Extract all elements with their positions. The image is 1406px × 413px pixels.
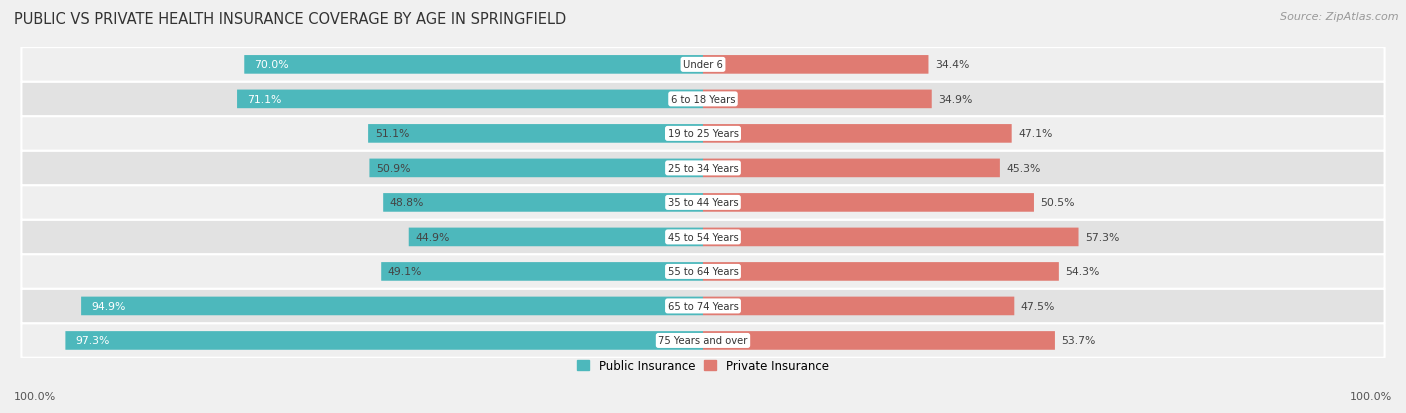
Text: 97.3%: 97.3%	[76, 336, 110, 346]
Legend: Public Insurance, Private Insurance: Public Insurance, Private Insurance	[572, 354, 834, 377]
Text: 51.1%: 51.1%	[375, 129, 409, 139]
Text: 65 to 74 Years: 65 to 74 Years	[668, 301, 738, 311]
Text: Source: ZipAtlas.com: Source: ZipAtlas.com	[1281, 12, 1399, 22]
FancyBboxPatch shape	[703, 331, 1054, 350]
Text: 53.7%: 53.7%	[1062, 336, 1095, 346]
FancyBboxPatch shape	[703, 159, 1000, 178]
Text: 25 to 34 Years: 25 to 34 Years	[668, 164, 738, 173]
Text: 48.8%: 48.8%	[389, 198, 425, 208]
FancyBboxPatch shape	[409, 228, 703, 247]
FancyBboxPatch shape	[21, 323, 1385, 358]
FancyBboxPatch shape	[368, 125, 703, 143]
Text: 49.1%: 49.1%	[388, 267, 422, 277]
FancyBboxPatch shape	[703, 263, 1059, 281]
FancyBboxPatch shape	[703, 125, 1012, 143]
Text: 75 Years and over: 75 Years and over	[658, 336, 748, 346]
FancyBboxPatch shape	[21, 289, 1385, 323]
FancyBboxPatch shape	[238, 90, 703, 109]
Text: 100.0%: 100.0%	[1350, 391, 1392, 401]
Text: 55 to 64 Years: 55 to 64 Years	[668, 267, 738, 277]
Text: 34.4%: 34.4%	[935, 60, 969, 70]
Text: 35 to 44 Years: 35 to 44 Years	[668, 198, 738, 208]
FancyBboxPatch shape	[21, 48, 1385, 83]
Text: 70.0%: 70.0%	[254, 60, 288, 70]
FancyBboxPatch shape	[21, 117, 1385, 151]
FancyBboxPatch shape	[381, 263, 703, 281]
Text: 19 to 25 Years: 19 to 25 Years	[668, 129, 738, 139]
Text: 6 to 18 Years: 6 to 18 Years	[671, 95, 735, 104]
Text: 47.5%: 47.5%	[1021, 301, 1054, 311]
FancyBboxPatch shape	[21, 151, 1385, 186]
Text: 45 to 54 Years: 45 to 54 Years	[668, 233, 738, 242]
FancyBboxPatch shape	[21, 254, 1385, 289]
FancyBboxPatch shape	[21, 83, 1385, 117]
FancyBboxPatch shape	[703, 297, 1014, 316]
Text: 50.9%: 50.9%	[375, 164, 411, 173]
FancyBboxPatch shape	[703, 228, 1078, 247]
FancyBboxPatch shape	[66, 331, 703, 350]
Text: 50.5%: 50.5%	[1040, 198, 1076, 208]
Text: 57.3%: 57.3%	[1085, 233, 1119, 242]
Text: Under 6: Under 6	[683, 60, 723, 70]
FancyBboxPatch shape	[370, 159, 703, 178]
FancyBboxPatch shape	[384, 194, 703, 212]
FancyBboxPatch shape	[21, 220, 1385, 254]
FancyBboxPatch shape	[703, 194, 1033, 212]
Text: 94.9%: 94.9%	[91, 301, 125, 311]
Text: 47.1%: 47.1%	[1018, 129, 1053, 139]
FancyBboxPatch shape	[82, 297, 703, 316]
FancyBboxPatch shape	[21, 186, 1385, 220]
Text: 54.3%: 54.3%	[1066, 267, 1099, 277]
Text: 71.1%: 71.1%	[247, 95, 281, 104]
FancyBboxPatch shape	[245, 56, 703, 74]
FancyBboxPatch shape	[703, 90, 932, 109]
Text: 100.0%: 100.0%	[14, 391, 56, 401]
Text: 44.9%: 44.9%	[415, 233, 450, 242]
Text: PUBLIC VS PRIVATE HEALTH INSURANCE COVERAGE BY AGE IN SPRINGFIELD: PUBLIC VS PRIVATE HEALTH INSURANCE COVER…	[14, 12, 567, 27]
Text: 34.9%: 34.9%	[938, 95, 973, 104]
Text: 45.3%: 45.3%	[1007, 164, 1040, 173]
FancyBboxPatch shape	[703, 56, 928, 74]
